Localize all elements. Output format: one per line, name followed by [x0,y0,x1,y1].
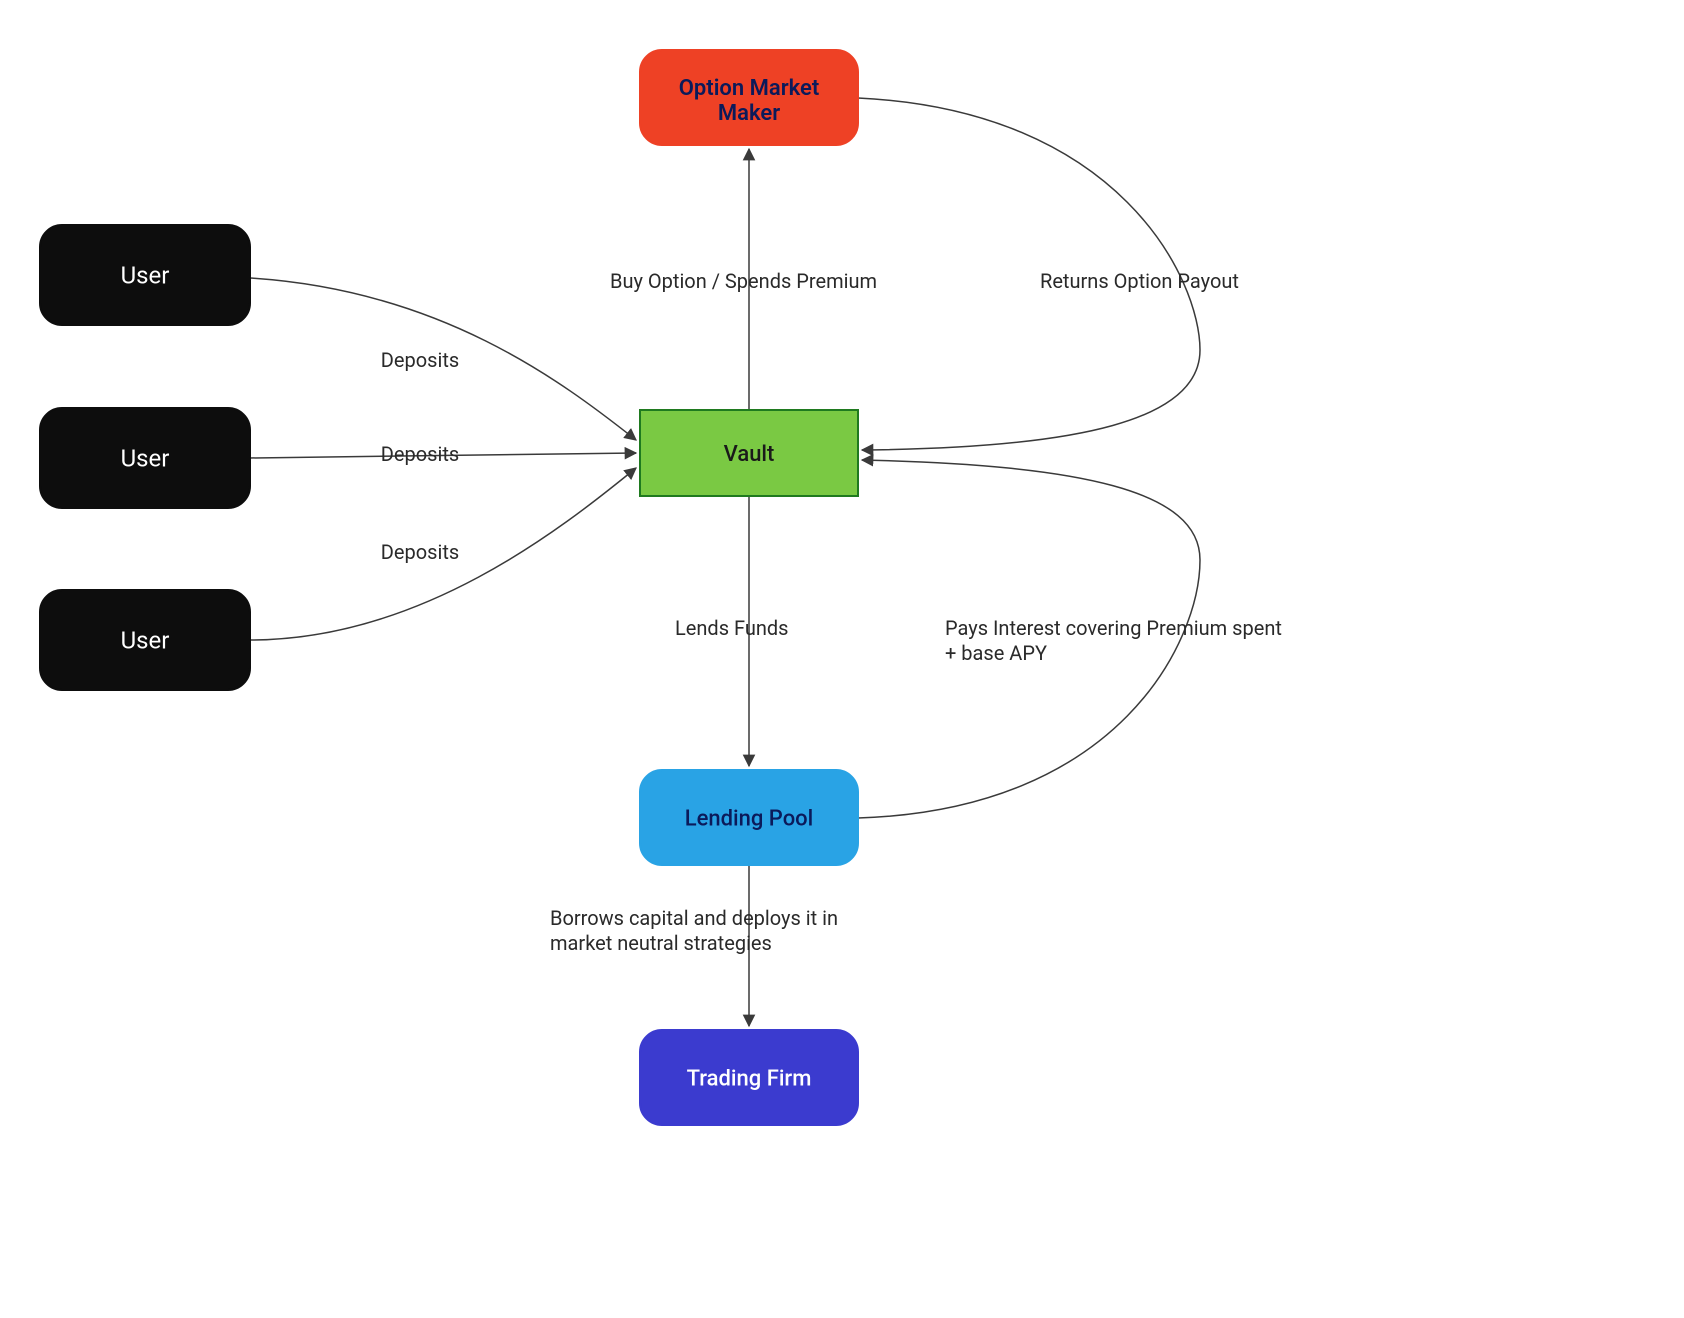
edge-label-e-lending-vault: Pays Interest covering Premium spent+ ba… [945,616,1282,665]
edge-label-e-vault-lending: Lends Funds [675,616,789,640]
nodes-group: User User User Option MarketMaker Vault Lendi… [40,50,858,1125]
node-firm: Trading Firm [640,1030,858,1125]
node-user2: User [40,408,250,508]
node-label-vault: Vault [724,442,775,467]
edges-group: Deposits Deposits Deposits Buy Option / Spe… [250,98,1282,1026]
node-label-lending: Lending Pool [685,806,814,831]
node-label-user3: User [121,626,170,654]
node-omm: Option MarketMaker [640,50,858,145]
node-user3: User [40,590,250,690]
node-label-user1: User [121,261,170,289]
flowchart-canvas: Deposits Deposits Deposits Buy Option / Spe… [0,0,1684,1318]
edge-label-e-user3-vault: Deposits [381,540,459,564]
node-label-user2: User [121,444,170,472]
node-label-firm: Trading Firm [687,1066,812,1091]
edge-label-e-omm-vault: Returns Option Payout [1040,269,1239,293]
edge-label-e-lending-firm: Borrows capital and deploys it inmarket … [550,906,838,955]
edge-label-e-user2-vault: Deposits [381,442,459,466]
node-user1: User [40,225,250,325]
node-lending: Lending Pool [640,770,858,865]
edge-label-e-user1-vault: Deposits [381,348,459,372]
node-vault: Vault [640,410,858,496]
edge-label-e-vault-omm: Buy Option / Spends Premium [610,269,877,293]
